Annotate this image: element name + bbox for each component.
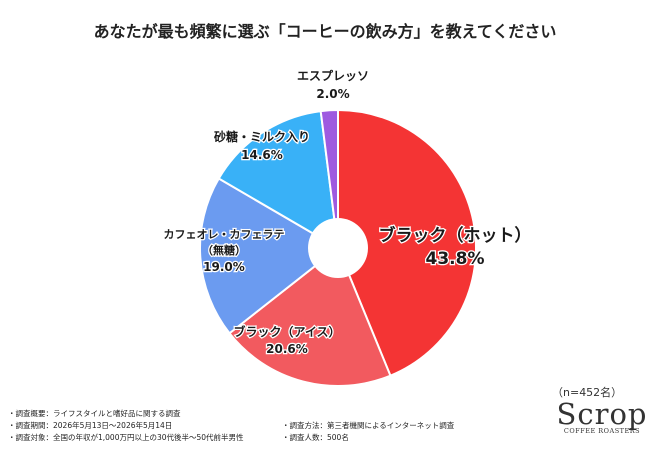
note-line: ・調査概要：ライフスタイルと嗜好品に関する調査 bbox=[8, 409, 181, 418]
slice-value-label: 2.0% bbox=[316, 87, 349, 101]
note-line: ・調査対象：全国の年収が1,000万円以上の30代後半～50代前半男性 bbox=[8, 433, 244, 442]
brand-name: Scrop bbox=[556, 397, 648, 431]
survey-notes-right: ・調査方法：第三者機関によるインターネット調査 ・調査人数：500名 bbox=[282, 420, 454, 444]
slice-label: ブラック（アイス） bbox=[233, 324, 340, 339]
pie-slice bbox=[217, 109, 340, 250]
brand-logo: Scrop COFFEE ROASTERS bbox=[556, 397, 648, 436]
note-line: ・調査方法：第三者機関によるインターネット調査 bbox=[282, 421, 455, 430]
brand-subtitle: COFFEE ROASTERS bbox=[563, 427, 641, 435]
slice-label: カフェオレ・カフェラテ bbox=[164, 228, 285, 241]
slice-value-label: 14.6% bbox=[241, 148, 283, 162]
pie-slice bbox=[337, 108, 477, 377]
donut-hole bbox=[308, 218, 368, 278]
slice-value-label: 19.0% bbox=[203, 260, 245, 274]
slice-value-label: 20.6% bbox=[266, 342, 308, 356]
note-line: ・調査期間：2026年5月13日～2026年5月14日 bbox=[8, 421, 173, 430]
slice-label: （無糖） bbox=[202, 243, 246, 257]
slice-label: エスプレッソ bbox=[297, 68, 369, 83]
slice-label: 砂糖・ミルク入り bbox=[213, 129, 310, 144]
sample-size: （n=452名） bbox=[552, 386, 623, 399]
pie-slice bbox=[199, 177, 340, 335]
slice-value-label: 43.8% bbox=[426, 249, 485, 269]
chart-title: あなたが最も頻繁に選ぶ「コーヒーの飲み方」を教えてください bbox=[93, 22, 557, 41]
slice-label: ブラック（ホット） bbox=[379, 225, 532, 246]
survey-notes-left: ・調査概要：ライフスタイルと嗜好品に関する調査 ・調査期間：2026年5月13日… bbox=[8, 408, 244, 444]
pie-slice bbox=[319, 108, 339, 249]
note-line: ・調査人数：500名 bbox=[282, 433, 349, 442]
pie-slice bbox=[228, 246, 392, 387]
